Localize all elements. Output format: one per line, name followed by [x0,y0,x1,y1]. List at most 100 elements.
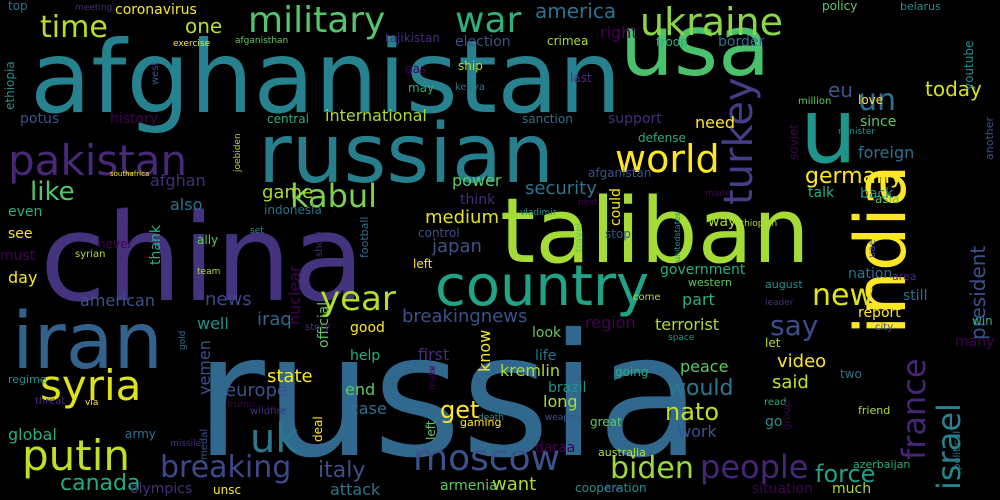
cloud-word-may: may [408,81,434,95]
cloud-word-people: people [700,448,808,486]
cloud-word-kremlin: kremlin [500,361,560,380]
cloud-word-think: think [460,192,496,208]
cloud-word-meeting: meeting [75,3,112,13]
cloud-word-afghan: afghan [150,171,206,190]
cloud-word-exercise: exercise [173,39,211,49]
cloud-word-usa: usa [620,0,770,96]
cloud-word-border: border [718,34,764,50]
cloud-word-ally: ally [197,233,218,247]
cloud-word-going: going [615,365,649,379]
cloud-word-unitedstates: unitedstates [673,212,682,262]
cloud-word-trump: trump [227,400,255,410]
cloud-word-day: day [8,268,37,287]
cloud-word-war: war [455,0,522,41]
cloud-word-government: government [660,262,746,278]
cloud-word-stop: stop [605,227,631,241]
cloud-word-game: game [262,182,313,203]
cloud-word-nuclear: nuclear [285,265,304,325]
cloud-word-coronavirus: coronavirus [115,2,197,18]
cloud-word-army: army [125,427,156,441]
cloud-word-asia: asia [875,192,899,206]
cloud-word-deal: deal [311,416,325,442]
cloud-word-report: report [858,305,901,321]
cloud-word-europe: europe [225,380,288,401]
cloud-word-news: news [205,289,252,310]
cloud-word-august: august [765,278,803,291]
cloud-word-love: love [858,93,883,107]
cloud-word-great: great [590,415,622,429]
cloud-word-security: security [525,178,597,199]
cloud-word-kabul: kabul [290,177,377,215]
cloud-word-many: many [955,334,994,350]
cloud-word-italy: italy [318,458,365,483]
cloud-word-medium: medium [425,207,499,228]
cloud-word-minister: minister [838,127,875,137]
cloud-word-win: win [972,314,993,328]
cloud-word-vladimir: vladimir [520,208,557,218]
cloud-word-much: much [832,481,871,497]
cloud-word-top: top [8,0,28,13]
cloud-word-israel: israel [930,403,968,490]
cloud-word-youtube: youtube [962,41,976,90]
cloud-word-america: america [535,0,616,23]
cloud-word-get: get [440,396,479,424]
cloud-word-long: long [543,392,578,411]
cloud-word-must: must [0,248,36,264]
cloud-word-tajikistan: tajikistan [385,31,440,45]
cloud-word-belarus: belarus [900,0,941,13]
cloud-word-ukraine: ukraine [640,0,783,44]
cloud-word-want: want [492,474,536,495]
cloud-word-kenya: kenya [455,82,485,93]
cloud-word-troop: troop [656,35,688,49]
cloud-word-via: via [85,398,98,408]
cloud-word-say: say [770,309,818,342]
cloud-word-friend: friend [858,404,890,417]
cloud-word-medal: medal [199,429,210,460]
cloud-word-turkey: turkey [716,78,762,206]
cloud-word-country: country [435,254,649,319]
cloud-word-russian: russian [258,107,554,202]
cloud-word-power: power [452,171,502,190]
cloud-word-set: set [250,226,264,236]
cloud-word-since: since [860,114,896,130]
cloud-word-armenia: armenia [440,478,498,494]
cloud-word-make: make [428,365,438,390]
cloud-word-go: go [765,414,782,430]
cloud-word-nato: nato [665,398,719,426]
cloud-word-eu: eu [828,78,853,102]
cloud-word-ethiopian: ethiopian [735,219,777,229]
cloud-word-weapon: weapon [545,413,580,423]
cloud-word-afghanistan: afghanistan [30,19,622,136]
cloud-word-syria: syria [40,361,141,410]
cloud-word-leader: leader [765,298,794,308]
cloud-word-global: global [8,425,57,444]
cloud-word-case: case [350,399,387,418]
cloud-word-year: year [320,279,396,319]
cloud-word-afganistan: afganistan [588,166,651,180]
cloud-word-look: look [532,325,562,341]
cloud-word-next: next [578,198,598,208]
cloud-word-missile: missile [170,439,202,449]
cloud-word-breakingnews: breakingnews [402,306,527,327]
cloud-word-nation: nation [848,266,892,282]
cloud-word-gas: gas [405,62,426,76]
cloud-word-back: back [860,186,894,202]
cloud-word-million: million [798,96,831,107]
cloud-word-defense: defense [638,131,686,145]
cloud-word-unknown: unknown [116,206,132,270]
cloud-word-new: new [812,278,874,313]
cloud-word-part: part [682,290,715,309]
cloud-word-story: story [305,322,330,333]
cloud-word-end: end [345,380,375,399]
cloud-word-come: come [633,292,661,303]
cloud-word-southafrica: southafrica [110,170,149,178]
cloud-word-official: official [316,302,332,348]
cloud-word-two: two [840,367,862,381]
cloud-word-way: way [708,214,736,230]
cloud-word-policy: policy [822,0,857,13]
cloud-word-indonesia: indonesia [264,203,322,217]
cloud-word-football: football [358,217,371,258]
cloud-word-peace: peace [680,357,728,376]
